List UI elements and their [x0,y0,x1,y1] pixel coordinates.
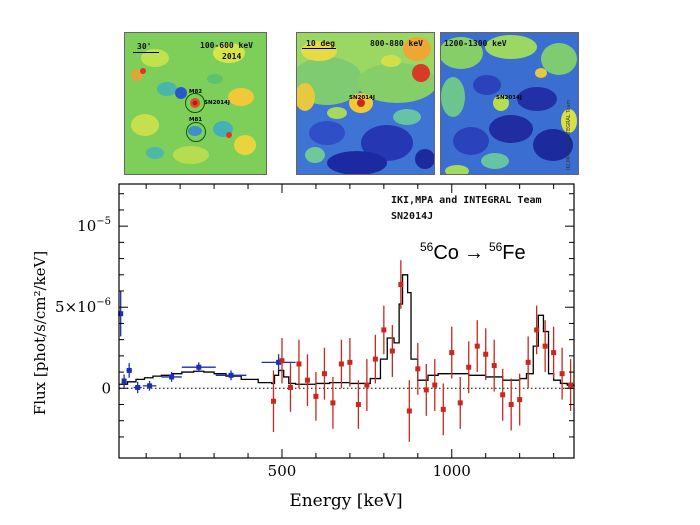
x-axis-label: Energy [keV] [289,491,402,511]
high-energy-data-point [338,361,344,367]
high-energy-data-point [330,400,336,406]
high-energy-data-point [304,377,310,383]
high-energy-data-point [534,327,540,333]
model-layer [119,274,575,387]
y-tick-exponent: −5 [96,216,111,227]
low-energy-data-point [126,367,132,373]
high-energy-data-point [270,398,276,404]
high-energy-data-point [364,382,370,388]
model-step-line [119,274,575,387]
map2-scale-label: 10 deg [306,39,335,48]
low-energy-data-point [196,364,202,370]
high-energy-data-point [568,382,574,388]
high-energy-data-point [372,356,378,362]
low-energy-data-point [228,372,234,378]
high-energy-data-point [355,401,361,407]
high-energy-data-point [466,364,472,370]
sky-map-1200-1300kev [440,32,579,175]
high-energy-data-point [279,358,285,364]
parent-element: Co [433,242,459,264]
ticks-layer: 500 1000 0 5×10−6 10−5 [55,184,574,480]
scale-bar [302,48,336,49]
y-tick-base: 10 [77,217,96,235]
map2-band-label: 800-880 keV [370,39,423,48]
daughter-element: Fe [502,242,525,264]
team-label: IKI,MPA and INTEGRAL Team [391,195,542,206]
y-tick-base: 5×10 [55,298,96,316]
plot-frame [118,183,575,459]
m81-circle-marker [186,122,206,142]
high-energy-data-point [432,382,438,388]
sky-map-heat-image [125,33,266,174]
low-energy-data-point [118,311,124,317]
high-energy-data-point [381,327,387,333]
decay-label: 56Co → 56Fe [420,240,526,264]
high-energy-data-point [313,393,319,399]
sn2014j-circle-marker [185,93,205,113]
map1-band-label: 100-600 keV [200,41,253,50]
y-tick-label: 0 [101,379,111,397]
daughter-mass-number: 56 [489,240,503,254]
low-energy-data-point [276,359,282,365]
data-points-layer [118,260,574,442]
map3-band-label: 1200-1300 keV [444,39,507,48]
m81-label: M81 [189,117,203,123]
high-energy-data-point [440,406,446,412]
sn2014j-label: SN2014J [496,95,522,101]
low-energy-data-point [121,378,127,384]
sky-map-800-880kev [296,32,435,175]
high-energy-data-point [474,343,480,349]
high-energy-data-point [423,387,429,393]
high-energy-data-point [559,371,565,377]
scale-bar [133,52,159,53]
high-energy-data-point [389,348,395,354]
decay-arrow: → [464,242,484,264]
high-energy-data-point [551,350,557,356]
map1-scale-label: 30' [137,42,152,51]
high-energy-data-point [508,401,514,407]
y-axis-label: Flux [phot/s/cm²/keV] [31,251,49,415]
high-energy-data-point [517,397,523,403]
sn2014j-label: SN2014J [349,95,375,101]
high-energy-data-point [287,384,293,390]
low-energy-data-point [135,384,141,390]
sky-map-100-600kev [124,32,267,175]
high-energy-data-point [542,343,548,349]
high-energy-data-point [406,408,412,414]
map1-year-label: 2014 [222,52,242,61]
x-tick-label: 1000 [433,462,471,480]
sky-map-heat-image [297,33,434,174]
high-energy-data-point [525,359,531,365]
low-energy-data-point [169,374,175,380]
y-tick-exponent: −6 [96,297,111,308]
high-energy-data-point [449,350,455,356]
high-energy-data-point [491,363,497,369]
high-energy-data-point [321,371,327,377]
object-label: SN2014J [391,211,433,222]
high-energy-data-point [483,351,489,357]
y-tick-label: 5×10−6 [55,297,111,316]
high-energy-data-point [296,361,302,367]
sky-map-heat-image [441,33,578,174]
high-energy-data-point [500,392,506,398]
y-tick-label: 10−5 [77,216,111,235]
x-tick-label: 500 [268,462,297,480]
high-energy-data-point [347,359,353,365]
high-energy-data-point [457,400,463,406]
high-energy-data-point [398,282,404,288]
high-energy-data-point [415,366,421,372]
m82-label: M82 [189,89,203,95]
parent-mass-number: 56 [420,240,434,254]
sn2014j-label: SN2014J [204,100,230,106]
low-energy-data-point [147,383,153,389]
